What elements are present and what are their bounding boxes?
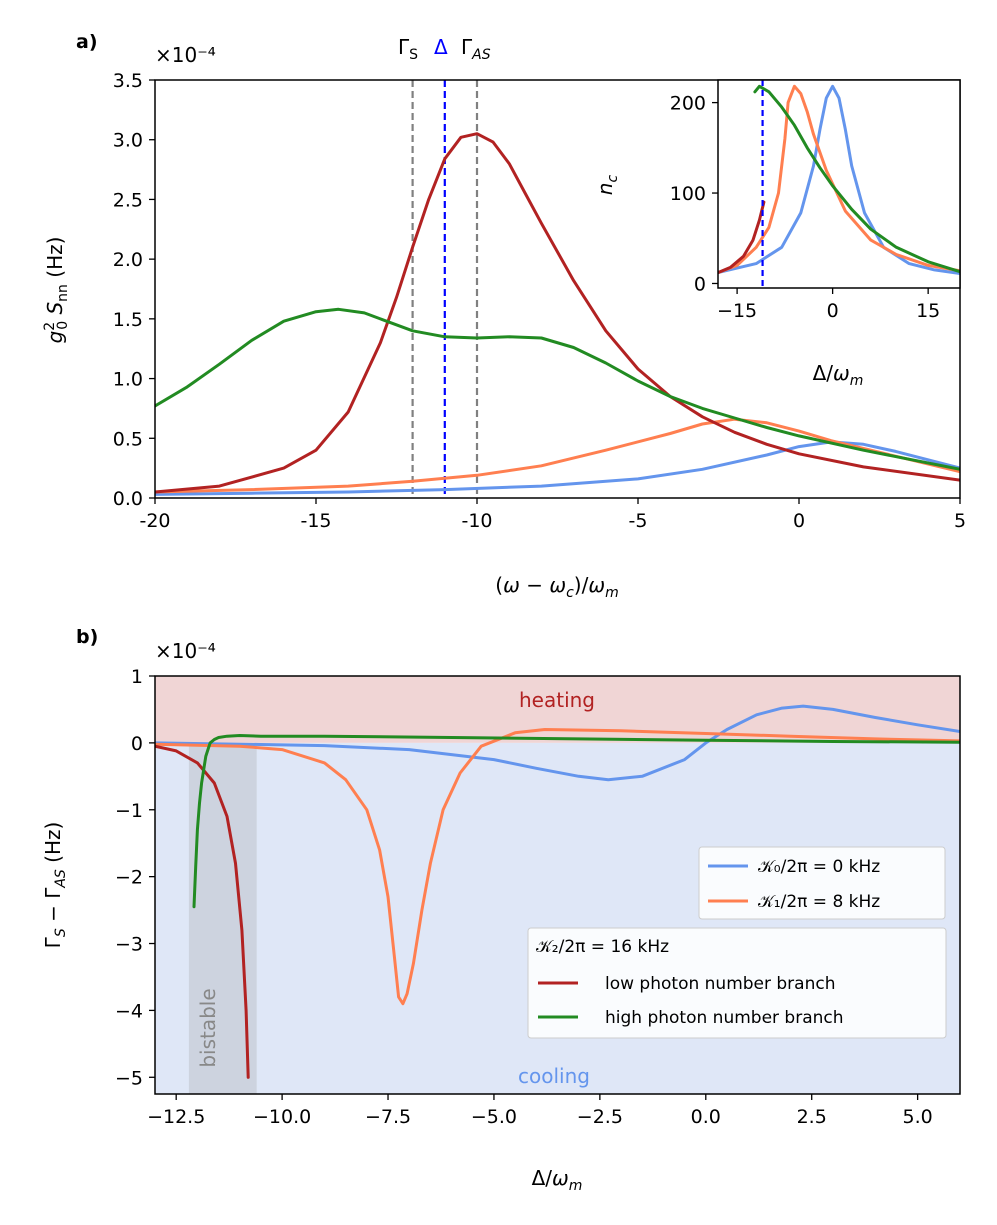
b-lines-clipped xyxy=(155,704,960,1079)
cooling-label: cooling xyxy=(518,1064,590,1088)
y-tick-label: 200 xyxy=(670,93,706,115)
series-high-line xyxy=(753,84,960,274)
series-low-line xyxy=(155,744,250,1079)
gamma-as-label: ΓAS xyxy=(461,35,491,63)
panel-a: a) ×10⁻⁴ ΓS Δ ΓAS -20 -15 -10 -5 0 5 0.0 0.5 1.… xyxy=(42,31,966,601)
panel-a-y-axis-label: g20 Snn (Hz) xyxy=(42,237,71,344)
series-high-line xyxy=(192,734,960,909)
x-tick-label: −12.5 xyxy=(147,1106,205,1128)
series-k1-line xyxy=(718,84,960,275)
panel-a-x-ticks: -20 -15 -10 -5 0 5 xyxy=(139,498,966,532)
x-tick-label: 5 xyxy=(954,510,966,532)
y-tick-label: −4 xyxy=(115,1000,143,1022)
x-tick-label: −7.5 xyxy=(365,1106,411,1128)
panel-b-series xyxy=(155,704,960,1079)
y-tick-label: 1.0 xyxy=(113,369,143,391)
y-tick-label: 100 xyxy=(670,183,706,205)
panel-b-multiplier: ×10⁻⁴ xyxy=(155,639,216,663)
y-tick-label: 3.0 xyxy=(113,130,143,152)
panel-a-vlines xyxy=(411,80,479,498)
panel-a-frame xyxy=(154,79,961,499)
x-tick-label: 15 xyxy=(916,300,940,322)
x-tick-label: 5.0 xyxy=(903,1106,933,1128)
panel-a-y-ticks: 0.0 0.5 1.0 1.5 2.0 2.5 3.0 3.5 xyxy=(113,70,155,510)
y-tick-label: 1.5 xyxy=(113,309,143,331)
x-tick-label: −2.5 xyxy=(577,1106,623,1128)
x-tick-label: -10 xyxy=(461,510,492,532)
legend-k0-label: 𝒦₀/2π = 0 kHz xyxy=(758,857,880,877)
i-lines-clipped xyxy=(718,80,960,288)
inset-y-axis-label: nc xyxy=(593,175,621,196)
inset-frame xyxy=(717,79,961,289)
gamma-s-label: ΓS xyxy=(398,35,418,63)
inset-x-ticks: −15 0 15 xyxy=(717,288,940,322)
heating-label: heating xyxy=(519,688,595,712)
y-tick-label: −5 xyxy=(115,1067,143,1089)
inset-chart: −15 0 15 0 100 200 Δ/ωm nc xyxy=(593,79,961,389)
y-tick-label: 0.0 xyxy=(113,488,143,510)
y-tick-label: 1 xyxy=(131,666,143,688)
series-low-line xyxy=(155,132,960,494)
y-tick-label: −2 xyxy=(115,867,143,889)
bistable-label: bistable xyxy=(196,988,220,1067)
panel-b-frame xyxy=(154,675,961,1095)
series-k1-line xyxy=(155,728,960,1006)
y-tick-label: −1 xyxy=(115,800,143,822)
panel-a-label: a) xyxy=(76,31,98,53)
y-tick-label: 3.5 xyxy=(113,70,143,92)
inset-background xyxy=(718,80,960,288)
series-k0-line xyxy=(155,440,960,496)
delta-label: Δ xyxy=(434,35,448,59)
panel-a-series xyxy=(155,132,960,496)
panel-a-multiplier: ×10⁻⁴ xyxy=(155,43,216,67)
panel-a-top-annotations: ΓS Δ ΓAS xyxy=(398,35,491,63)
a-lines-clipped xyxy=(155,132,960,496)
panel-b-label: b) xyxy=(76,626,98,648)
panel-b-x-ticks: −12.5 −10.0 −7.5 −5.0 −2.5 0.0 2.5 5.0 xyxy=(147,1094,933,1128)
panel-b-y-axis-label: ΓS − ΓAS (Hz) xyxy=(41,822,69,949)
x-tick-label: 0 xyxy=(793,510,805,532)
panel-b: b) ×10⁻⁴ heating cooling bistable −12.5−… xyxy=(41,626,961,1194)
y-tick-label: 2.0 xyxy=(113,249,143,271)
legend-high-label: high photon number branch xyxy=(605,1008,844,1028)
y-tick-label: 2.5 xyxy=(113,189,143,211)
x-tick-label: −15 xyxy=(717,300,757,322)
x-tick-label: −10.0 xyxy=(253,1106,311,1128)
y-tick-label: 0 xyxy=(131,733,143,755)
legend-branches: 𝒦₂/2π = 16 kHz low photon number branch … xyxy=(527,927,947,1039)
y-tick-label: 0 xyxy=(694,273,706,295)
x-tick-label: -15 xyxy=(300,510,331,532)
panel-a-x-axis-label: (ω − ωc)/ωm xyxy=(495,573,618,601)
x-tick-label: 0 xyxy=(827,300,839,322)
legend-conductance: 𝒦₀/2π = 0 kHz 𝒦₁/2π = 8 kHz xyxy=(698,846,946,920)
x-tick-label: -5 xyxy=(629,510,648,532)
x-tick-label: -20 xyxy=(139,510,170,532)
y-tick-label: 0.5 xyxy=(113,428,143,450)
legend-k1-label: 𝒦₁/2π = 8 kHz xyxy=(758,892,880,912)
x-tick-label: −5.0 xyxy=(471,1106,517,1128)
inset-x-axis-label: Δ/ωm xyxy=(813,361,864,389)
legend-2-box xyxy=(527,927,947,1039)
legend-group-title: 𝒦₂/2π = 16 kHz xyxy=(536,937,669,957)
series-k0-line xyxy=(155,704,960,782)
inset-y-ticks: 0 100 200 xyxy=(670,93,718,295)
legend-low-label: low photon number branch xyxy=(605,974,836,994)
panel-b-x-axis-label: Δ/ωm xyxy=(532,1166,583,1194)
series-high-line xyxy=(155,307,960,471)
series-low-line xyxy=(718,200,766,275)
x-tick-label: 2.5 xyxy=(797,1106,827,1128)
inset-series xyxy=(718,80,960,288)
x-tick-label: 0.0 xyxy=(691,1106,721,1128)
series-k1-line xyxy=(155,417,960,494)
panel-b-y-ticks: 1 0 −1 −2 −3 −4 −5 xyxy=(115,666,155,1089)
legend-1-box xyxy=(698,846,946,920)
y-tick-label: −3 xyxy=(115,934,143,956)
